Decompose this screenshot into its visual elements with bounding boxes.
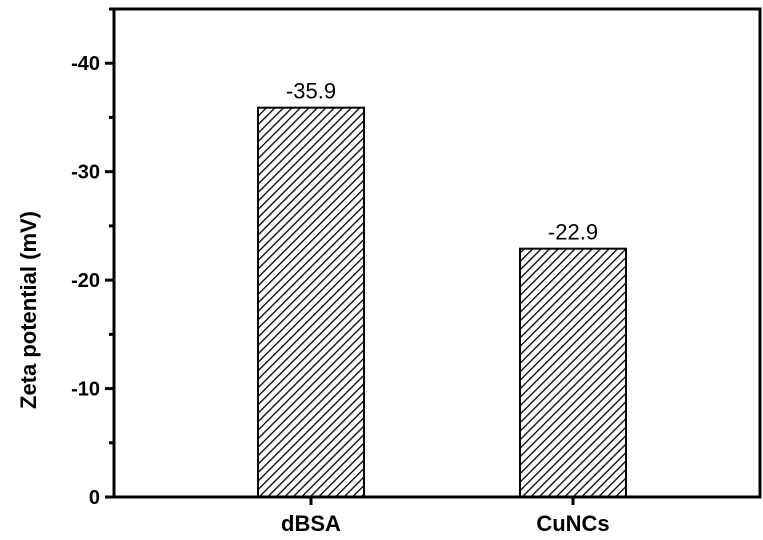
y-ticks: 0 -10 -20 -30 -40 xyxy=(71,7,114,509)
bar-dbsa xyxy=(257,106,365,498)
bar-cuncs xyxy=(519,247,627,498)
data-label: -22.9 xyxy=(548,220,598,245)
category-labels: dBSA CuNCs xyxy=(281,497,610,536)
plot-frame xyxy=(112,7,762,499)
y-tick-label: -20 xyxy=(71,270,100,292)
y-tick-label: -40 xyxy=(71,53,100,75)
y-axis-title: Zeta potential (mV) xyxy=(16,211,41,409)
y-tick-label: -10 xyxy=(71,379,100,401)
y-tick-label: 0 xyxy=(89,487,100,509)
y-tick-label: -30 xyxy=(71,162,100,184)
data-label: -35.9 xyxy=(286,79,336,104)
category-label: CuNCs xyxy=(536,511,609,536)
bars: -35.9 -22.9 xyxy=(257,79,627,498)
category-label: dBSA xyxy=(281,511,341,536)
